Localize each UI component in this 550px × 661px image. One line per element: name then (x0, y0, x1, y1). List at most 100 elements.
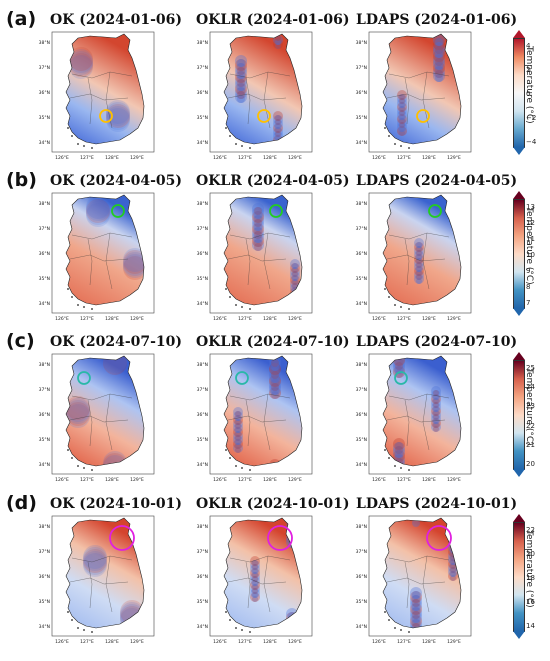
row-b: (b) OK (2024-04-05) OKLR (2024-04-05) LD… (0, 169, 550, 331)
lat-tick-label: 38°N (356, 40, 367, 46)
row-label: (d) (6, 492, 37, 514)
lat-tick-label: 38°N (356, 362, 367, 368)
map-panel: 38°N 37°N 36°N 35°N 34°N 126°E 127°E 128°E 129°E (356, 353, 472, 483)
map-panel: 38°N 37°N 36°N 35°N 34°N 126°E 127°E 128°E 129°E (39, 353, 155, 483)
colorbar-tick-label: 20 (526, 550, 535, 558)
colorbar: 4 2 0 −2 −4 Temperature (°C) (505, 30, 550, 160)
highlight-circle (267, 525, 293, 551)
lat-tick-label: 36°N (197, 90, 208, 96)
lon-tick-label: 126°E (372, 316, 386, 322)
lat-tick-label: 36°N (197, 251, 208, 257)
lon-tick-label: 128°E (263, 316, 277, 322)
lat-tick-label: 37°N (197, 65, 208, 71)
map-panel: 38°N 37°N 36°N 35°N 34°N 126°E 127°E 128°E 129°E (197, 515, 313, 645)
lon-tick-label: 129°E (447, 316, 461, 322)
lat-tick-label: 37°N (356, 387, 367, 393)
colorbar-tick-label: 10 (526, 251, 535, 259)
lat-tick-label: 34°N (39, 462, 50, 468)
lat-tick-label: 38°N (39, 362, 50, 368)
lat-tick-label: 36°N (39, 412, 50, 418)
highlight-circle (99, 109, 113, 123)
lon-tick-label: 127°E (238, 155, 252, 161)
lon-tick-label: 128°E (422, 477, 436, 483)
lon-tick-label: 129°E (447, 155, 461, 161)
panel-title: OKLR (2024-10-01) (196, 496, 350, 512)
colorbar-tick-label: 22 (526, 421, 535, 430)
lat-tick-label: 38°N (39, 201, 50, 207)
lat-tick-label: 34°N (39, 624, 50, 630)
lon-tick-label: 129°E (288, 477, 302, 483)
lat-tick-label: 37°N (356, 65, 367, 71)
lon-tick-label: 127°E (80, 155, 94, 161)
colorbar-tick-label: 23 (526, 402, 535, 411)
temperature-field (383, 34, 461, 144)
lon-tick-label: 128°E (263, 639, 277, 645)
lat-tick-label: 34°N (39, 301, 50, 307)
colorbar-title: Temperature (°C) (524, 368, 534, 446)
lon-tick-label: 127°E (238, 639, 252, 645)
colorbar-tick-label: −4 (526, 138, 537, 146)
highlight-circle (257, 109, 271, 123)
colorbar-tick-label: 22 (526, 526, 535, 534)
colorbar-title: Temperature (°C) (524, 207, 534, 285)
highlight-circle (235, 371, 249, 385)
colorbar-extend-top (513, 30, 525, 38)
map-panel: 38°N 37°N 36°N 35°N 34°N 126°E 127°E 128°E 129°E (197, 192, 313, 322)
lat-tick-label: 38°N (197, 40, 208, 46)
colorbar-tick-label: 0 (526, 90, 531, 98)
lon-tick-label: 126°E (55, 155, 69, 161)
panel-title: OKLR (2024-07-10) (196, 334, 350, 350)
lat-tick-label: 36°N (356, 412, 367, 418)
colorbar-tick-label: 4 (526, 42, 531, 50)
colorbar: 25 24 23 22 21 20 Temperature (°C) (505, 352, 550, 482)
lat-tick-label: 37°N (356, 226, 367, 232)
lat-tick-label: 35°N (39, 276, 50, 282)
lat-tick-label: 35°N (197, 115, 208, 121)
colorbar-tick-label: 13 (526, 203, 535, 211)
colorbar-tick-label: −2 (526, 114, 537, 122)
colorbar-extend-bottom (513, 631, 525, 639)
map-panel: 38°N 37°N 36°N 35°N 34°N 126°E 127°E 128°E 129°E (356, 192, 472, 322)
lat-tick-label: 35°N (39, 437, 50, 443)
highlight-circle (394, 371, 408, 385)
lon-tick-label: 127°E (80, 639, 94, 645)
lat-tick-label: 36°N (39, 90, 50, 96)
temperature-field (66, 518, 144, 628)
lat-tick-label: 38°N (356, 524, 367, 530)
lon-tick-label: 128°E (263, 155, 277, 161)
row-d: (d) OK (2024-10-01) OKLR (2024-10-01) LD… (0, 492, 550, 654)
lat-tick-label: 37°N (39, 549, 50, 555)
highlight-circle (109, 525, 135, 551)
lon-tick-label: 129°E (447, 477, 461, 483)
lon-tick-label: 126°E (372, 477, 386, 483)
lon-tick-label: 127°E (397, 155, 411, 161)
lon-tick-label: 129°E (130, 316, 144, 322)
colorbar-tick-label: 21 (526, 440, 535, 449)
lat-tick-label: 35°N (39, 115, 50, 121)
colorbar-tick-label: 2 (526, 66, 531, 74)
row-label: (a) (6, 8, 37, 30)
lat-tick-label: 37°N (197, 549, 208, 555)
lon-tick-label: 127°E (238, 316, 252, 322)
colorbar-tick-label: 11 (526, 235, 535, 243)
lon-tick-label: 128°E (422, 155, 436, 161)
lon-tick-label: 127°E (397, 639, 411, 645)
lat-tick-label: 35°N (197, 276, 208, 282)
map-panel: 38°N 37°N 36°N 35°N 34°N 126°E 127°E 128°E 129°E (356, 31, 472, 161)
lon-tick-label: 128°E (105, 639, 119, 645)
colorbar-extend-bottom (513, 308, 525, 316)
lon-tick-label: 128°E (263, 477, 277, 483)
lat-tick-label: 37°N (39, 65, 50, 71)
highlight-circle (416, 109, 430, 123)
panel-title: OKLR (2024-04-05) (196, 173, 350, 189)
lat-tick-label: 36°N (356, 251, 367, 257)
lon-tick-label: 129°E (288, 316, 302, 322)
lon-tick-label: 128°E (422, 639, 436, 645)
lon-tick-label: 129°E (447, 639, 461, 645)
lat-tick-label: 37°N (356, 549, 367, 555)
lon-tick-label: 129°E (130, 639, 144, 645)
lat-tick-label: 35°N (356, 115, 367, 121)
temperature-field (383, 195, 461, 305)
panel-title: LDAPS (2024-07-10) (356, 334, 518, 350)
lat-tick-label: 35°N (356, 599, 367, 605)
